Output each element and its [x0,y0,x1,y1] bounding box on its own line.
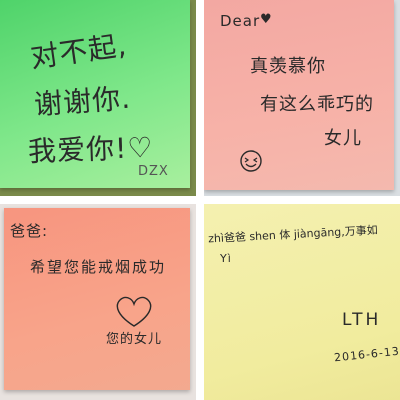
green-note-line-2: 谢谢你. [33,81,133,122]
yellow-note-line-2: Yì [220,252,232,265]
heart-icon: ♥ [260,12,273,27]
heart-drawing-icon [116,296,152,327]
salmon-note-greeting: 爸爸: [10,222,49,240]
yellow-note-date: 2016-6-13 [333,344,400,365]
pink-note-greeting: Dear [220,12,261,30]
green-note-line-3: 我爱你!♡ [27,130,154,169]
yellow-note-line-1: zhì爸爸 shen 体 jiàngāng,万事如 [207,223,378,246]
green-note-signature: DZX [138,164,169,179]
pink-sticky-note: Dear ♥ 真羡慕你 有这么乖巧的 女儿 [204,0,394,190]
smiley-face-icon [240,150,262,172]
salmon-note-panel: 爸爸: 希望您能戒烟成功 您的女儿 [0,204,196,400]
pink-note-line-2: 有这么乖巧的 [260,94,374,115]
yellow-sticky-note: zhì爸爸 shen 体 jiàngāng,万事如 Yì LTH 2016-6-… [204,204,400,400]
salmon-note-line-1: 希望您能戒烟成功 [30,258,167,276]
yellow-note-panel: zhì爸爸 shen 体 jiàngāng,万事如 Yì LTH 2016-6-… [204,204,400,400]
salmon-sticky-note: 爸爸: 希望您能戒烟成功 您的女儿 [4,208,190,390]
green-sticky-note: 对不起, 谢谢你. 我爱你!♡ DZX [0,0,190,188]
salmon-note-signature: 您的女儿 [106,332,163,347]
pink-note-panel: Dear ♥ 真羡慕你 有这么乖巧的 女儿 [204,0,400,196]
yellow-note-signature: LTH [342,310,382,330]
pink-note-line-3: 女儿 [324,128,362,149]
green-note-line-1: 对不起, [28,28,129,75]
pink-note-line-1: 真羡慕你 [250,56,326,77]
green-note-panel: 对不起, 谢谢你. 我爱你!♡ DZX [0,0,196,196]
